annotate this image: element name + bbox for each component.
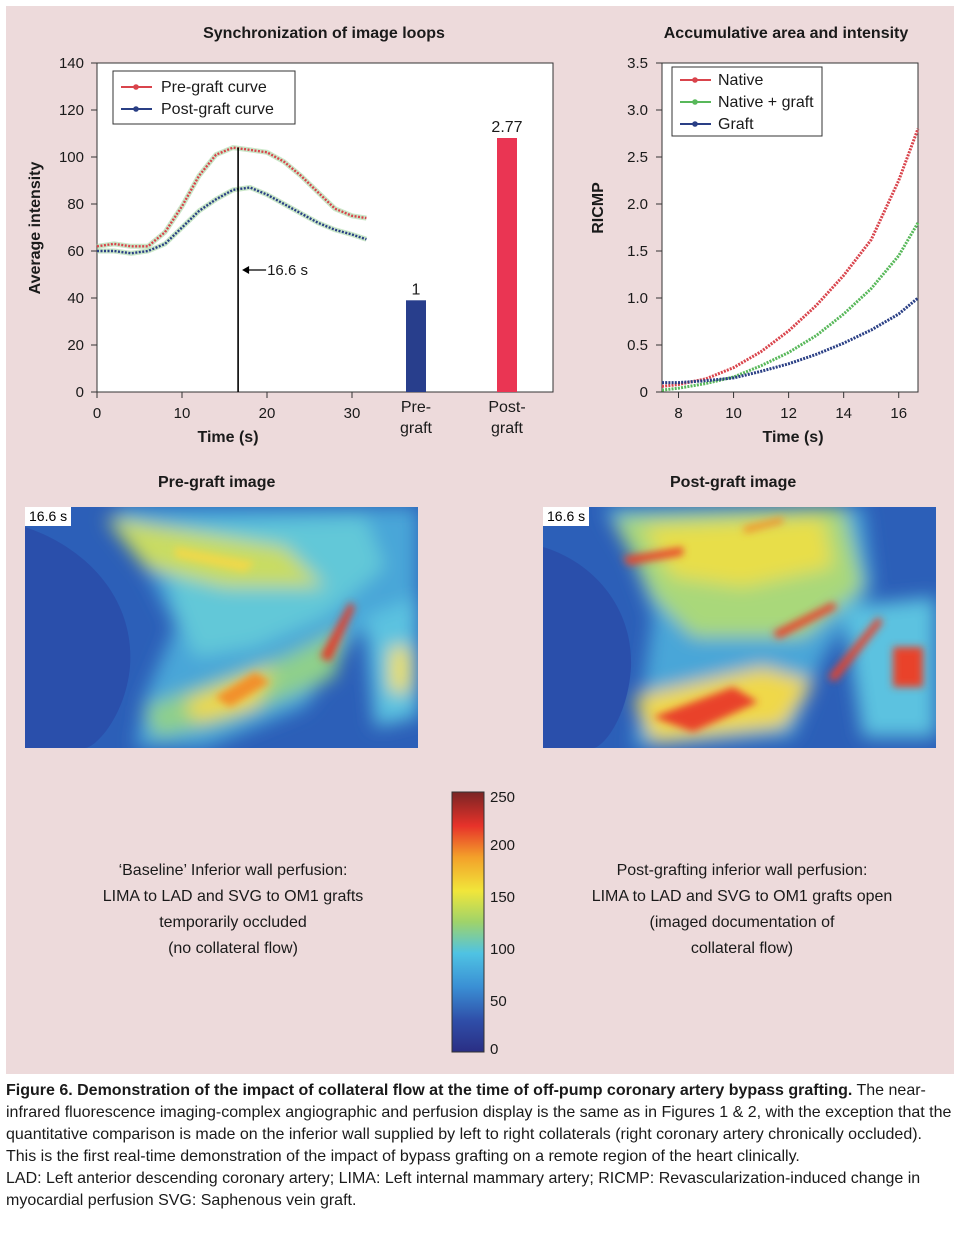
pre-graft-heatmap: 16.6 s 16.6 s — [25, 507, 418, 748]
chart1-y-axis: 0 20 40 60 80 100 120 140 — [59, 55, 97, 401]
chart2-x-tick-label: 14 — [835, 405, 852, 422]
figure-caption: Figure 6. Demonstration of the impact of… — [6, 1080, 954, 1212]
chart1-x-axis: 0 10 20 30 — [93, 392, 361, 422]
chart1-legend-dot — [133, 84, 139, 90]
chart2-y-tick-label: 1.0 — [627, 290, 648, 307]
colorbar: 0 50 100 150 200 250 — [451, 789, 515, 1058]
chart1-y-tick-label: 0 — [76, 384, 84, 401]
chart1-legend-dot — [133, 106, 139, 112]
post-graft-heatmap: 16.6 s — [543, 507, 936, 748]
colorbar-gradient — [451, 791, 485, 1053]
right-caption-line-1: Post-grafting inferior wall perfusion: — [616, 862, 868, 879]
chart1-y-tick-label: 120 — [59, 102, 84, 119]
right-caption-line-3: (imaged documentation of — [649, 914, 835, 931]
colorbar-tick-label: 0 — [490, 1041, 498, 1058]
colorbar-tick-label: 50 — [490, 993, 507, 1010]
chart1-y-tick-label: 80 — [67, 196, 84, 213]
right-caption: Post-grafting inferior wall perfusion: L… — [562, 858, 922, 962]
chart1-x-tick-label: 30 — [344, 405, 361, 422]
chart2-x-label: Time (s) — [762, 429, 823, 446]
right-caption-line-2: LIMA to LAD and SVG to OM1 grafts open — [591, 888, 893, 905]
post-graft-image-title: Post-graft image — [670, 474, 797, 491]
chart2-x-tick-label: 10 — [725, 405, 742, 422]
colorbar-tick-label: 200 — [490, 837, 515, 854]
pre-graft-heatmap-svg: 16.6 s — [25, 507, 418, 748]
chart1-time-marker: 16.6 s — [237, 147, 308, 392]
chart1-y-tick-label: 140 — [59, 55, 84, 72]
chart1-x-tick-label: 20 — [259, 405, 276, 422]
chart2-y-axis: 0 0.5 1.0 1.5 2.0 2.5 3.0 3.5 — [627, 55, 662, 401]
chart2-y-tick-label: 3.5 — [627, 55, 648, 72]
chart2-legend-label: Graft — [718, 116, 754, 133]
chart1-legend-label: Pre-graft curve — [161, 79, 267, 96]
chart2-legend-dot — [692, 77, 698, 83]
chart1-y-tick-label: 100 — [59, 149, 84, 166]
chart2-y-tick-label: 2.0 — [627, 196, 648, 213]
figure-caption-abbreviations: LAD: Left anterior descending coronary a… — [6, 1170, 921, 1209]
left-caption-line-2: LIMA to LAD and SVG to OM1 grafts — [102, 888, 364, 905]
left-caption-line-4: (no collateral flow) — [168, 940, 298, 957]
chart2-series-line-0 — [661, 128, 920, 388]
chart2-y-tick-label: 0.5 — [627, 337, 648, 354]
pre-graft-timestamp-label: 16.6 s — [25, 507, 72, 526]
chart1-y-label: Average intensity — [27, 162, 44, 295]
chart2-legend-dot — [692, 99, 698, 105]
chart1-x-tick-label: 0 — [93, 405, 101, 422]
chart2-legend-dot — [692, 121, 698, 127]
chart1-y-tick-label: 20 — [67, 337, 84, 354]
chart2-series-line-2 — [662, 296, 919, 385]
chart1-marker-arrow-head — [242, 266, 250, 274]
chart2-x-tick-label: 16 — [890, 405, 907, 422]
chart2-x-tick-label: 12 — [780, 405, 797, 422]
chart1-legend-box — [112, 70, 296, 125]
chart1-bar-category-label: graft — [400, 420, 433, 437]
chart2-y-tick-label: 2.5 — [627, 149, 648, 166]
chart1-bar-pre-graft — [406, 300, 426, 392]
chart1-x-tick-label: 10 — [174, 405, 191, 422]
chart2-legend: Native Native + graft Graft — [671, 66, 823, 137]
chart1-y-tick-label: 40 — [67, 290, 84, 307]
chart2-y-tick-label: 0 — [640, 384, 648, 401]
chart1-title: Synchronization of image loops — [203, 25, 445, 42]
post-graft-timestamp-label: 16.6 s — [543, 507, 590, 526]
chart1-series — [96, 145, 368, 256]
pre-graft-image-title: Pre-graft image — [158, 474, 276, 491]
chart2-series — [661, 128, 920, 392]
chart1-series-line-pre-graft — [96, 146, 367, 248]
chart2-y-tick-label: 3.0 — [627, 102, 648, 119]
right-caption-line-4: collateral flow) — [690, 940, 794, 957]
chart1-x-label: Time (s) — [197, 429, 258, 446]
chart2-y-tick-label: 1.5 — [627, 243, 648, 260]
left-caption-line-1: ‘Baseline’ Inferior wall perfusion: — [118, 862, 348, 879]
chart2-title: Accumulative area and intensity — [664, 25, 909, 42]
left-caption-line-3: temporarily occluded — [159, 914, 307, 931]
chart2-x-axis: 8 10 12 14 16 — [674, 392, 907, 422]
chart1-bar-category-label: Pre- — [401, 399, 431, 416]
colorbar-ticks: 0 50 100 150 200 250 — [490, 789, 515, 1058]
post-graft-heatmap-svg — [543, 507, 936, 748]
colorbar-tick-label: 150 — [490, 889, 515, 906]
chart1-bar-category-label: Post- — [488, 399, 525, 416]
chart1-bar-category-label: graft — [491, 420, 524, 437]
chart1-bar-post-graft — [497, 138, 517, 392]
chart1-bar-value-label: 2.77 — [491, 119, 522, 136]
chart1-y-tick-label: 60 — [67, 243, 84, 260]
top-charts: Synchronization of image loops 020406080… — [27, 25, 920, 446]
chart2-series-line-1 — [661, 222, 920, 392]
chart2-x-tick-label: 8 — [674, 405, 682, 422]
chart2-legend-label: Native — [718, 72, 763, 89]
chart1-legend: Pre-graft curve Post-graft curve — [112, 70, 296, 125]
chart1-bars: 1 Pre-graft 2.77 Post-graft — [400, 119, 526, 437]
chart1-legend-label: Post-graft curve — [161, 101, 274, 118]
colorbar-tick-label: 100 — [490, 941, 515, 958]
colorbar-tick-label: 250 — [490, 789, 515, 806]
chart2-y-label: RICMP — [590, 182, 607, 234]
chart1-bar-value-label: 1 — [412, 281, 421, 298]
chart1-series-line-post-graft — [97, 186, 367, 255]
figure-caption-title: Figure 6. Demonstration of the impact of… — [6, 1082, 853, 1099]
chart2-legend-label: Native + graft — [718, 94, 814, 111]
figure-caption-body: The near-infrared fluorescence imaging-c… — [6, 1082, 952, 1165]
chart1-marker-label: 16.6 s — [267, 262, 308, 279]
left-caption: ‘Baseline’ Inferior wall perfusion: LIMA… — [53, 858, 413, 962]
